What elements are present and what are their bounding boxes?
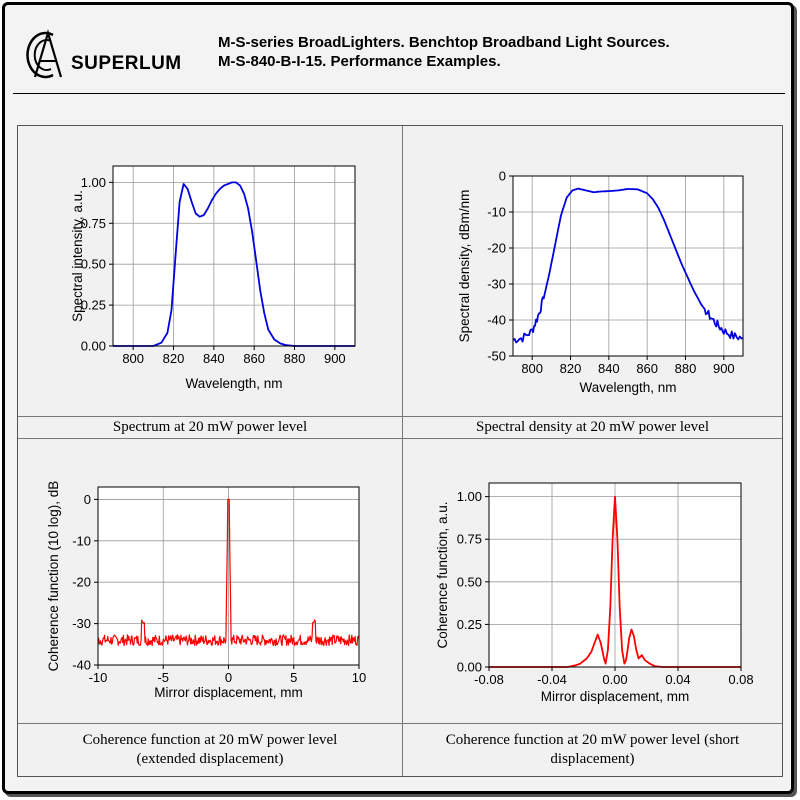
x-tick-label: 840 — [598, 361, 620, 376]
coherence-short-chart: -0.08 -0.04 0.00 0.04 0.08 0.00 0.25 0.50 0.75 1.… — [435, 482, 754, 704]
title-line-2: M-S-840-B-I-15. Performance Examples. — [218, 53, 501, 70]
y-axis-label: Coherence function, a.u. — [435, 501, 450, 648]
series-line — [113, 181, 355, 347]
y-tick-label: -10 — [72, 533, 91, 548]
x-axis-label: Wavelength, nm — [579, 380, 676, 395]
x-tick-label: 820 — [560, 361, 582, 376]
superlum-logo-icon — [26, 29, 63, 79]
x-tick-label: 0.08 — [728, 672, 753, 687]
x-tick-label: 880 — [675, 361, 697, 376]
y-tick-label: -20 — [487, 241, 506, 256]
y-tick-label: 0.75 — [81, 216, 106, 231]
x-tick-label: 900 — [324, 351, 346, 366]
y-tick-label: -30 — [487, 277, 506, 292]
brand-name: SUPERLUM — [71, 53, 182, 74]
x-tick-label: -0.04 — [537, 672, 567, 687]
y-tick-label: 0 — [499, 169, 506, 184]
y-tick-label: 0.00 — [81, 339, 106, 354]
panel-coherence-short: -0.08 -0.04 0.00 0.04 0.08 0.00 0.25 0.50 0.75 1.… — [403, 439, 782, 723]
y-axis-label: Spectral density, dBm/nm — [457, 190, 472, 343]
y-tick-label: -10 — [487, 205, 506, 220]
caption-line-2: (extended displacement) — [136, 750, 284, 767]
caption-line-1: Coherence function at 20 mW power level … — [445, 731, 740, 748]
caption-line-2: displacement) — [550, 750, 635, 767]
x-tick-label: 5 — [290, 670, 297, 685]
panel-spectrum: 800 820 840 860 880 900 0.00 0.25 0.50 0.75 1.00 Wa… — [18, 126, 402, 416]
plot-frame — [512, 175, 744, 357]
density-chart: 800 820 840 860 880 900 -50 -40 -30 -20 -10 0 Wavele… — [457, 169, 744, 395]
y-tick-label: 0.50 — [81, 257, 106, 272]
x-tick-label: 880 — [284, 351, 306, 366]
y-tick-label: 0.25 — [457, 617, 482, 632]
y-tick-label: 0.50 — [457, 574, 482, 589]
panel-coherence-extended: -10 -5 0 5 10 -40 -30 -20 -10 0 Mirror displacemen… — [18, 439, 402, 723]
series-line — [512, 187, 744, 344]
plot-area — [513, 176, 743, 356]
y-tick-label: 0 — [84, 492, 91, 507]
page-title: M-S-series BroadLighters. Benchtop Broad… — [218, 33, 670, 71]
x-tick-label: 800 — [521, 361, 543, 376]
panel-density: 800 820 840 860 880 900 -50 -40 -30 -20 -10 0 Wavele… — [403, 126, 782, 416]
y-axis-label: Spectral intensity, a.u. — [70, 190, 85, 322]
x-axis-label: Mirror displacement, mm — [541, 689, 690, 704]
plot-area — [113, 166, 355, 346]
caption-line-1: Coherence function at 20 mW power level — [82, 731, 338, 748]
x-tick-label: 0 — [225, 670, 232, 685]
y-tick-label: 0.25 — [81, 298, 106, 313]
x-tick-label: 860 — [243, 351, 265, 366]
x-tick-label: 900 — [713, 361, 735, 376]
grid-divider-horizontal — [18, 438, 782, 439]
figure-grid: 800 820 840 860 880 900 0.00 0.25 0.50 0.75 1.00 Wa… — [17, 125, 783, 777]
series-line — [97, 498, 360, 647]
y-tick-label: 1.00 — [457, 489, 482, 504]
x-tick-label: 0.04 — [665, 672, 690, 687]
spectrum-chart: 800 820 840 860 880 900 0.00 0.25 0.50 0.75 1.00 Wa… — [70, 165, 356, 391]
title-line-1: M-S-series BroadLighters. Benchtop Broad… — [218, 34, 670, 51]
caption-coherence-short: Coherence function at 20 mW power level … — [403, 723, 782, 775]
header: SUPERLUM M-S-series BroadLighters. Bench… — [13, 13, 785, 94]
y-tick-label: -40 — [487, 313, 506, 328]
x-tick-label: 820 — [163, 351, 185, 366]
x-tick-label: -10 — [89, 670, 108, 685]
x-tick-label: 860 — [636, 361, 658, 376]
y-axis-label: Coherence function (10 log), dB — [46, 481, 61, 672]
x-tick-label: 800 — [122, 351, 144, 366]
y-tick-label: -40 — [72, 658, 91, 673]
x-tick-label: 10 — [352, 670, 366, 685]
caption-density: Spectral density at 20 mW power level — [403, 416, 782, 438]
plot-frame — [112, 165, 356, 347]
y-tick-label: 0.75 — [457, 532, 482, 547]
series-line — [489, 495, 741, 668]
caption-coherence-extended: Coherence function at 20 mW power level … — [18, 723, 402, 775]
y-tick-label: 0.00 — [457, 660, 482, 675]
y-tick-label: -50 — [487, 349, 506, 364]
grid-divider-vertical — [402, 126, 403, 776]
x-tick-label: -5 — [157, 670, 169, 685]
y-tick-label: -20 — [72, 575, 91, 590]
x-tick-label: -0.08 — [474, 672, 504, 687]
x-tick-label: 840 — [203, 351, 225, 366]
caption-spectrum: Spectrum at 20 mW power level — [18, 416, 402, 438]
x-axis-label: Mirror displacement, mm — [154, 685, 303, 700]
y-tick-label: 1.00 — [81, 175, 106, 190]
y-tick-label: -30 — [72, 616, 91, 631]
x-tick-label: 0.00 — [602, 672, 627, 687]
x-axis-label: Wavelength, nm — [185, 376, 282, 391]
